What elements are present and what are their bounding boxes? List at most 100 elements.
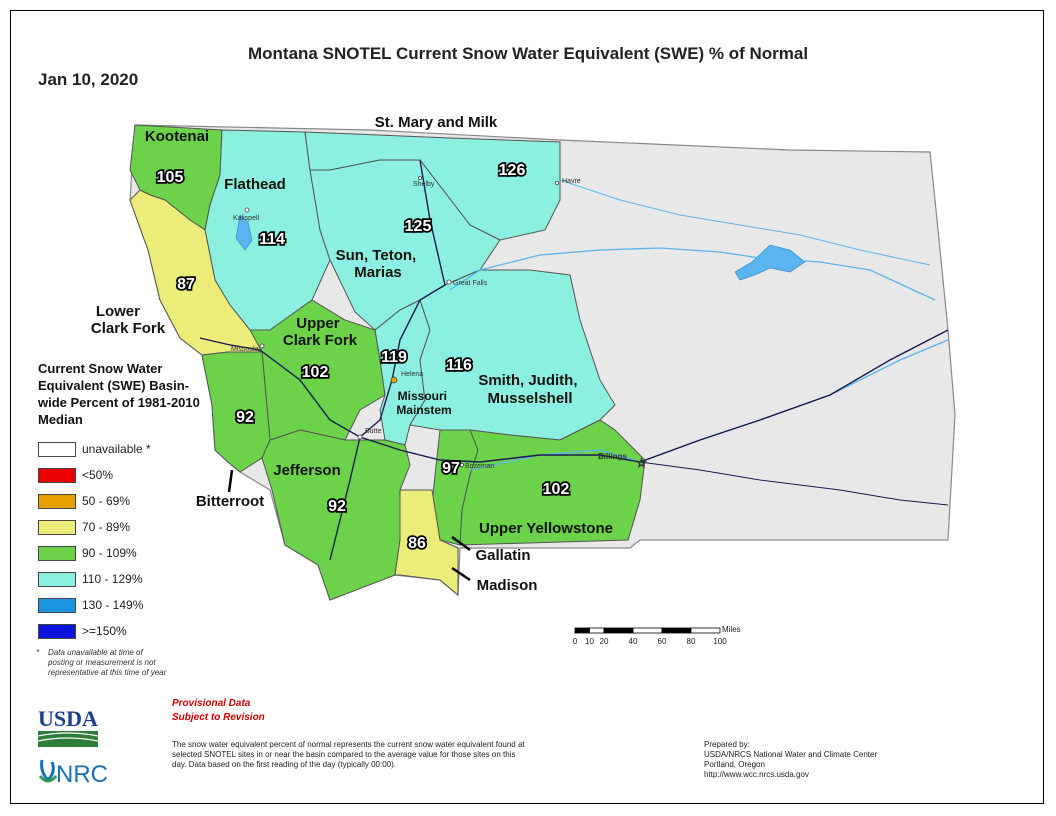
footnote-text: Data unavailable at time of posting or m…	[48, 648, 167, 677]
legend: unavailable * <50% 50 - 69% 70 - 89% 90 …	[38, 436, 151, 644]
legend-label: 50 - 69%	[82, 494, 131, 508]
basin-jefferson[interactable]	[261, 429, 411, 601]
svg-text:Kalispell: Kalispell	[233, 215, 260, 222]
smith-judith-musselshell-name-line2: Musselshell	[487, 390, 572, 407]
legend-label: >=150%	[82, 624, 127, 638]
madison-pointer	[451, 566, 471, 582]
basin-madison[interactable]	[394, 489, 459, 597]
map-date: Jan 10, 2020	[38, 70, 139, 89]
scale-tick-label: 40	[629, 637, 638, 646]
scale-tick-label: 80	[687, 637, 696, 646]
jefferson-name: Jefferson	[273, 462, 341, 479]
legend-swatch	[38, 545, 76, 561]
legend-item-unavailable: unavailable *	[38, 436, 151, 462]
scale-unit: Miles	[722, 625, 741, 634]
provisional-line-1: Provisional Data	[172, 698, 251, 709]
legend-swatch	[38, 467, 76, 483]
svg-text:Smith, Judith, Musselshell: Smith, Judith, Musselshell	[478, 372, 581, 407]
legend-item-110-129: 110 - 129%	[38, 566, 151, 592]
scale-bar: 0 10 20 40 60 80 100 Miles	[573, 625, 741, 646]
svg-text:Missoula: Missoula	[231, 346, 259, 353]
missouri-mainstem-value: 119	[381, 349, 407, 366]
gallatin-pointer	[451, 535, 471, 552]
legend-item-90-109: 90 - 109%	[38, 540, 151, 566]
prepared-line-1: Prepared by:	[704, 740, 750, 749]
jefferson-value: 92	[328, 498, 346, 515]
legend-swatch	[38, 597, 76, 613]
interstate-90-line	[199, 329, 949, 463]
city-billings: ☆ Billings	[598, 452, 647, 470]
sun-teton-marias-value: 125	[405, 218, 432, 235]
upper-yellowstone-value: 102	[543, 481, 570, 498]
legend-item-ge150: >=150%	[38, 618, 151, 644]
city-great-falls: Great Falls	[446, 279, 488, 287]
provisional-line-2: Subject to Revision	[172, 712, 265, 723]
legend-swatch	[38, 519, 76, 535]
scale-tick-label: 0	[573, 637, 578, 646]
interstate-94-line	[639, 461, 949, 506]
city-kalispell: Kalispell	[233, 207, 260, 222]
st-mary-milk-value: 126	[499, 162, 526, 179]
lower-clark-fork-value: 87	[177, 276, 195, 293]
legend-label: 90 - 109%	[82, 546, 137, 560]
svg-text:USDA: USDA	[38, 706, 98, 731]
svg-text:Sun, Teton, Marias: Sun, Teton, Marias	[336, 247, 421, 281]
usda-logo: USDA	[38, 706, 99, 747]
footnote-star: *	[36, 648, 40, 657]
legend-swatch	[38, 493, 76, 509]
city-bozeman: Bozeman	[459, 462, 495, 470]
bitterroot-pointer	[227, 469, 234, 493]
scale-segment	[661, 627, 692, 634]
svg-text:NRCS: NRCS	[56, 761, 108, 788]
description-text: The snow water equivalent percent of nor…	[172, 740, 525, 769]
city-butte: Butte	[357, 428, 381, 440]
bitterroot-name: Bitterroot	[196, 493, 264, 510]
svg-text:Upper Clark Fork: Upper Clark Fork	[283, 315, 358, 349]
kootenai-value: 105	[157, 169, 184, 186]
map-title: Montana SNOTEL Current Snow Water Equiva…	[248, 44, 809, 63]
prepared-line-3: Portland, Oregon	[704, 760, 765, 769]
scale-tick-label: 20	[600, 637, 609, 646]
prepared-line-4: http://www.wcc.nrcs.usda.gov	[704, 770, 809, 779]
basin-upper-yellowstone[interactable]	[459, 419, 646, 546]
scale-segment	[632, 627, 663, 634]
upper-clark-fork-name-line2: Clark Fork	[283, 332, 358, 349]
scale-tick-label: 60	[658, 637, 667, 646]
madison-name: Madison	[477, 577, 538, 594]
provisional-note: Provisional Data Subject to Revision	[172, 697, 265, 725]
missouri-mainstem-name: Missouri	[398, 389, 447, 403]
legend-swatch	[38, 623, 76, 639]
flathead-lake	[235, 214, 253, 251]
smith-judith-musselshell-value: 116	[446, 357, 472, 374]
scale-tick-label: 10	[585, 637, 594, 646]
svg-text:Helena: Helena	[401, 371, 423, 378]
legend-swatch	[38, 571, 76, 587]
svg-text:Missouri Mainstem: Missouri Mainstem	[396, 389, 451, 417]
svg-text:Lower Clark Fork: Lower Clark Fork	[91, 303, 166, 337]
legend-item-130-149: 130 - 149%	[38, 592, 151, 618]
legend-item-lt50: <50%	[38, 462, 151, 488]
smith-judith-musselshell-name: Smith, Judith,	[478, 372, 577, 389]
bitterroot-value: 92	[236, 409, 254, 426]
legend-label: 70 - 89%	[82, 520, 131, 534]
sun-teton-marias-name: Sun, Teton,	[336, 247, 417, 264]
city-havre: Havre	[555, 178, 581, 185]
svg-text:Havre: Havre	[562, 178, 581, 185]
map-frame	[10, 10, 1044, 804]
scale-segment	[603, 627, 634, 634]
legend-item-70-89: 70 - 89%	[38, 514, 151, 540]
prepared-by: Prepared by: USDA/NRCS National Water an…	[704, 740, 1004, 780]
milk-river-line	[559, 179, 931, 266]
svg-text:Great Falls: Great Falls	[453, 280, 488, 287]
scale-tick-label: 100	[713, 637, 727, 646]
svg-text:☆: ☆	[636, 456, 647, 470]
gallatin-name: Gallatin	[475, 547, 530, 564]
missouri-river-line	[449, 247, 936, 301]
madison-value: 86	[408, 535, 426, 552]
legend-label: unavailable *	[82, 442, 151, 456]
svg-text:Shelby: Shelby	[413, 181, 435, 188]
missouri-mainstem-name-line2: Mainstem	[396, 403, 451, 417]
lower-clark-fork-name-line2: Clark Fork	[91, 320, 166, 337]
kootenai-name: Kootenai	[145, 128, 209, 145]
svg-text:Butte: Butte	[365, 428, 381, 435]
